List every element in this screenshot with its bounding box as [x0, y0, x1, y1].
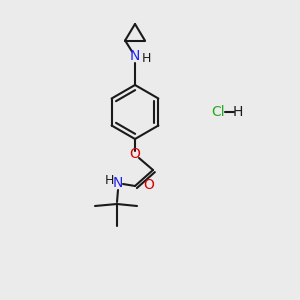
Text: H: H: [233, 105, 243, 119]
Text: N: N: [113, 176, 123, 190]
Text: H: H: [104, 175, 114, 188]
Text: N: N: [130, 50, 140, 64]
Text: Cl: Cl: [211, 105, 225, 119]
Text: O: O: [144, 178, 154, 192]
Text: O: O: [130, 147, 140, 161]
Text: H: H: [141, 52, 151, 65]
